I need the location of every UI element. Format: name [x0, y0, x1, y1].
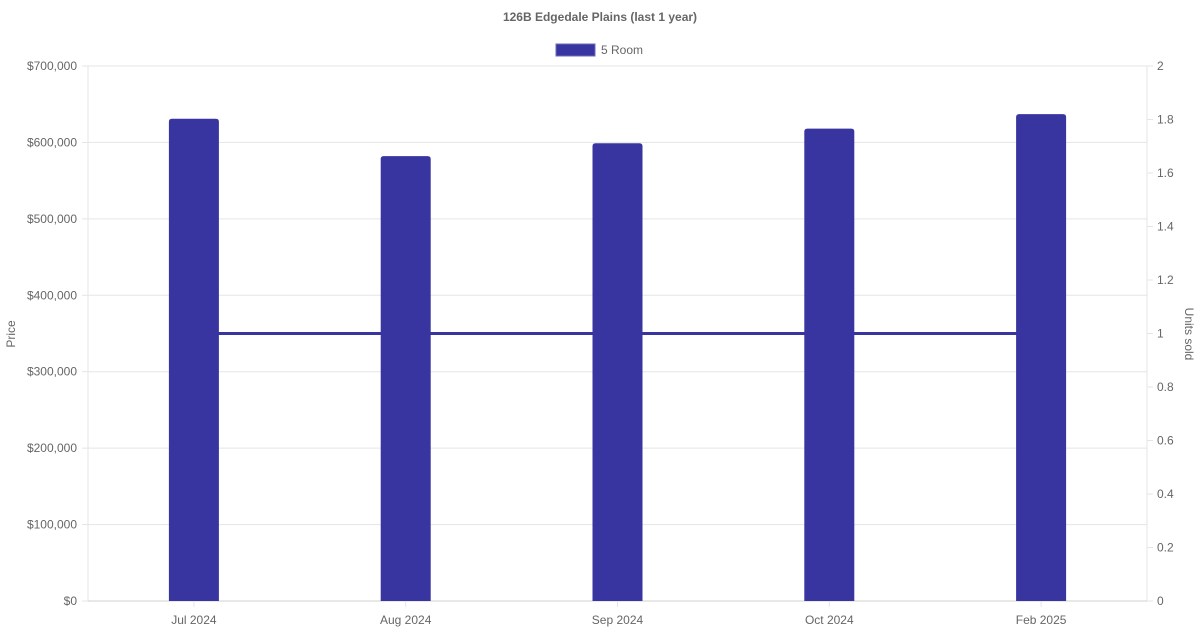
y-right-tick-label: 1: [1157, 327, 1164, 341]
y-right-tick-label: 1.6: [1157, 166, 1174, 180]
y-tick-label: $400,000: [27, 288, 77, 302]
y-right-tick-label: 0.6: [1157, 434, 1174, 448]
legend-label: 5 Room: [601, 43, 643, 57]
y-tick-label: $200,000: [27, 441, 77, 455]
x-tick-label: Feb 2025: [1016, 613, 1067, 627]
x-tick-label: Jul 2024: [171, 613, 217, 627]
y-tick-label: $500,000: [27, 212, 77, 226]
y-tick-label: $600,000: [27, 135, 77, 149]
y-tick-label: $300,000: [27, 365, 77, 379]
y-right-tick-label: 0: [1157, 594, 1164, 608]
bar: [380, 156, 431, 601]
y-axis-right-label: Units sold: [1182, 308, 1196, 361]
y-tick-label: $100,000: [27, 518, 77, 532]
bar: [804, 128, 855, 601]
x-tick-label: Aug 2024: [380, 613, 432, 627]
y-right-tick-label: 0.8: [1157, 380, 1174, 394]
y-tick-label: $0: [64, 594, 78, 608]
chart-title: 126B Edgedale Plains (last 1 year): [503, 10, 697, 24]
y-right-tick-label: 2: [1157, 59, 1164, 73]
x-tick-label: Oct 2024: [805, 613, 854, 627]
y-right-tick-label: 1.8: [1157, 113, 1174, 127]
y-right-tick-label: 1.4: [1157, 220, 1174, 234]
bar: [592, 143, 643, 601]
bar: [1016, 114, 1067, 602]
x-tick-label: Sep 2024: [592, 613, 644, 627]
bar: [168, 118, 219, 601]
y-axis-label: Price: [4, 320, 18, 348]
legend[interactable]: 5 Room: [555, 43, 643, 57]
y-right-tick-label: 1.2: [1157, 273, 1174, 287]
y-tick-label: $700,000: [27, 59, 77, 73]
y-right-tick-label: 0.2: [1157, 541, 1174, 555]
y-right-tick-label: 0.4: [1157, 487, 1174, 501]
legend-swatch: [555, 43, 596, 57]
